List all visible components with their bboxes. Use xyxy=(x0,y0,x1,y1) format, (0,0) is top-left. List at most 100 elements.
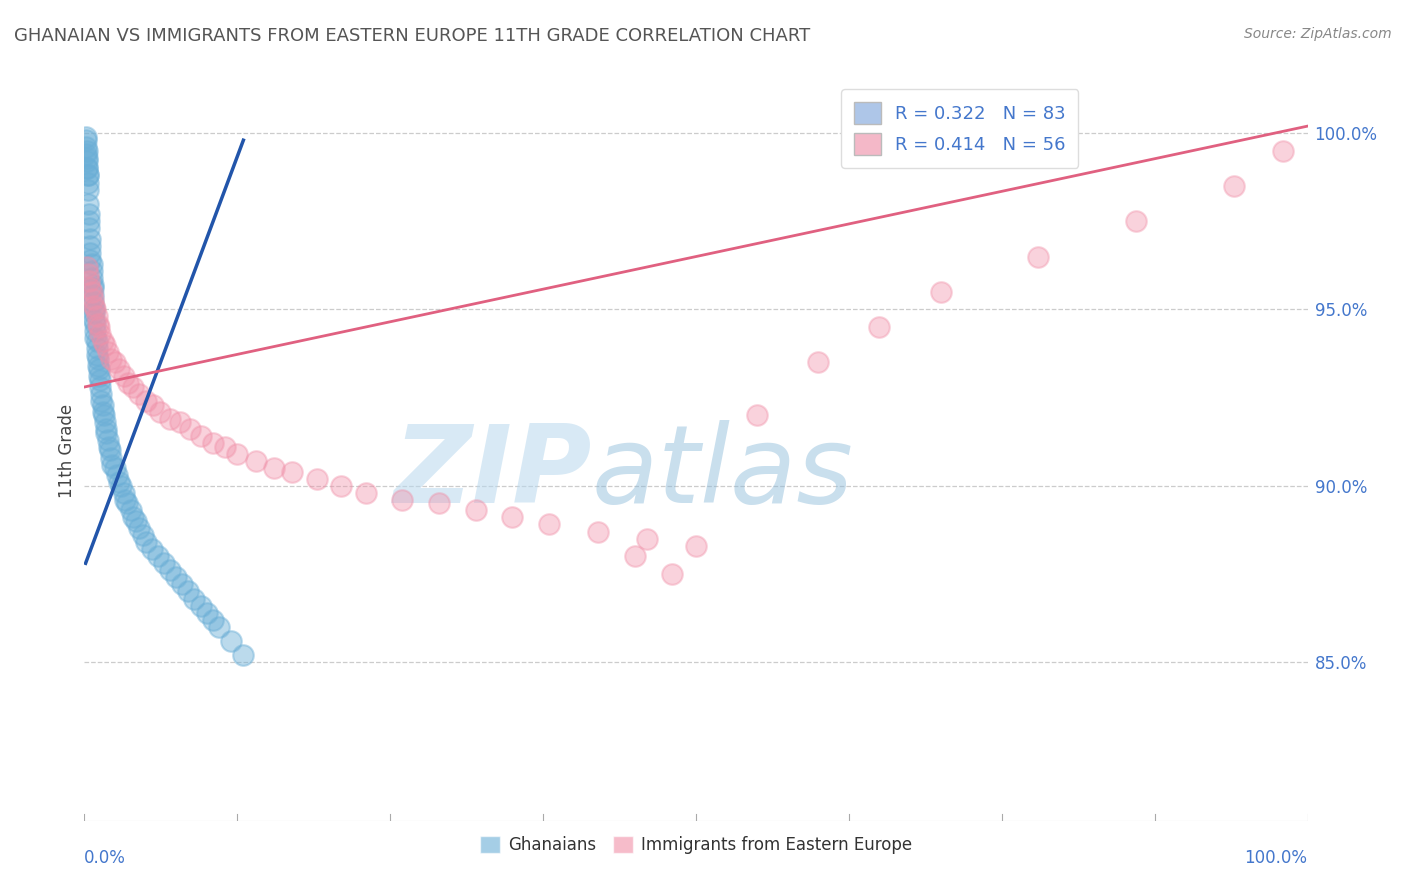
Point xyxy=(82,281,104,295)
Point xyxy=(122,510,145,524)
Point xyxy=(77,176,100,190)
Point xyxy=(98,443,121,458)
Point xyxy=(79,246,101,260)
Point xyxy=(201,436,224,450)
Point xyxy=(142,398,165,412)
Point xyxy=(87,369,110,384)
Point xyxy=(502,510,524,524)
Point xyxy=(87,362,110,376)
Point xyxy=(104,355,127,369)
Point xyxy=(624,549,647,564)
Point xyxy=(86,334,108,348)
Point xyxy=(87,320,110,334)
Point xyxy=(77,183,100,197)
Point xyxy=(1125,214,1147,228)
Point xyxy=(97,433,120,447)
Point xyxy=(330,479,353,493)
Point xyxy=(82,277,104,292)
Point xyxy=(84,331,107,345)
Point xyxy=(84,324,107,338)
Point xyxy=(84,317,107,331)
Point xyxy=(122,380,145,394)
Point xyxy=(77,267,100,281)
Point xyxy=(115,496,138,510)
Point xyxy=(75,140,97,154)
Point xyxy=(128,387,150,401)
Point xyxy=(153,556,176,570)
Point xyxy=(101,458,124,472)
Point xyxy=(82,292,104,306)
Point xyxy=(96,425,118,440)
Point xyxy=(112,485,135,500)
Point xyxy=(661,566,683,581)
Point xyxy=(159,563,181,577)
Point xyxy=(107,362,129,376)
Point xyxy=(90,394,112,409)
Text: atlas: atlas xyxy=(592,420,853,525)
Point xyxy=(76,144,98,158)
Point xyxy=(195,606,218,620)
Y-axis label: 11th Grade: 11th Grade xyxy=(58,403,76,498)
Text: 0.0%: 0.0% xyxy=(84,849,127,867)
Point xyxy=(177,584,200,599)
Point xyxy=(82,295,104,310)
Point xyxy=(80,285,103,299)
Point xyxy=(125,514,148,528)
Point xyxy=(117,376,139,391)
Point xyxy=(83,306,105,320)
Text: ZIP: ZIP xyxy=(394,419,592,525)
Point xyxy=(112,369,135,384)
Point xyxy=(77,221,100,235)
Point xyxy=(77,196,100,211)
Point xyxy=(135,394,157,409)
Point xyxy=(93,408,115,422)
Point xyxy=(226,447,249,461)
Point xyxy=(869,320,891,334)
Point xyxy=(232,648,254,662)
Point xyxy=(128,521,150,535)
Point xyxy=(77,169,100,183)
Point xyxy=(80,263,103,277)
Point xyxy=(219,633,242,648)
Point xyxy=(208,620,231,634)
Point xyxy=(183,591,205,606)
Point xyxy=(94,337,117,351)
Point xyxy=(807,355,830,369)
Point xyxy=(76,154,98,169)
Point xyxy=(100,351,122,366)
Point xyxy=(104,461,127,475)
Point xyxy=(586,524,609,539)
Point xyxy=(79,239,101,253)
Point xyxy=(75,133,97,147)
Point xyxy=(190,599,212,613)
Point xyxy=(87,317,110,331)
Point xyxy=(91,398,114,412)
Point xyxy=(77,274,100,288)
Point xyxy=(464,503,486,517)
Point xyxy=(76,151,98,165)
Point xyxy=(83,313,105,327)
Point xyxy=(201,613,224,627)
Legend: Ghanaians, Immigrants from Eastern Europe: Ghanaians, Immigrants from Eastern Europ… xyxy=(472,829,920,861)
Point xyxy=(169,415,191,429)
Point xyxy=(281,465,304,479)
Point xyxy=(263,461,285,475)
Point xyxy=(190,429,212,443)
Point xyxy=(89,327,111,342)
Point xyxy=(107,475,129,490)
Point xyxy=(1272,144,1295,158)
Point xyxy=(1223,179,1246,194)
Point xyxy=(105,468,128,483)
Point xyxy=(172,577,194,591)
Point xyxy=(132,528,155,542)
Point xyxy=(76,260,98,274)
Point xyxy=(636,532,658,546)
Point xyxy=(354,485,377,500)
Point xyxy=(91,334,114,348)
Point xyxy=(179,422,201,436)
Point xyxy=(685,539,707,553)
Point xyxy=(120,503,142,517)
Point xyxy=(114,492,136,507)
Point xyxy=(86,310,108,324)
Point xyxy=(86,341,108,355)
